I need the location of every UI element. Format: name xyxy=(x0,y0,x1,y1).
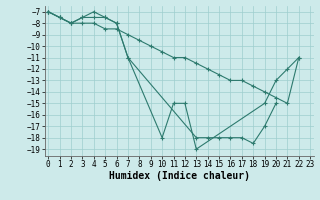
X-axis label: Humidex (Indice chaleur): Humidex (Indice chaleur) xyxy=(109,171,250,181)
